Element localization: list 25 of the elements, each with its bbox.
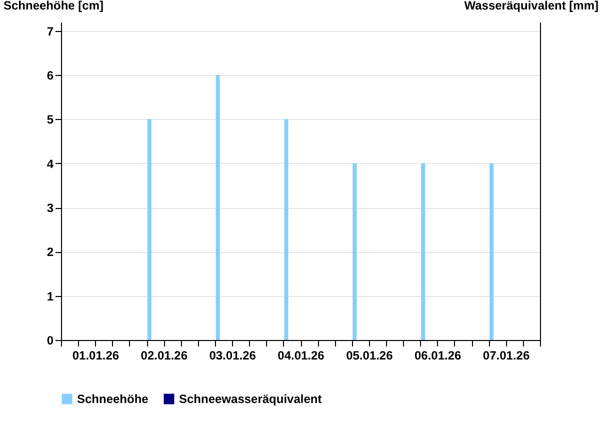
bar (490, 163, 494, 340)
y-tick-label: 0 (46, 334, 54, 348)
y-tick-label: 1 (46, 289, 54, 304)
y-tick-label: 4 (46, 156, 54, 171)
y-tick-label: 7 (46, 24, 54, 38)
x-tick-label: 06.01.26 (414, 348, 462, 362)
x-tick-label: 05.01.26 (346, 348, 394, 362)
x-tick-label: 04.01.26 (278, 348, 325, 362)
legend-label: Schneehöhe (77, 392, 149, 406)
x-tick-label: 02.01.26 (140, 348, 188, 362)
bar (284, 119, 288, 340)
x-tick-label: 01.01.26 (72, 348, 120, 362)
legend-label: Schneewasseräquivalent (179, 392, 322, 406)
bar (147, 119, 152, 340)
y-axis-title: Schneehöhe [cm] (4, 0, 104, 12)
x-tick-label: 03.01.26 (209, 348, 256, 362)
bar (216, 75, 220, 340)
y2-axis-title: Wasseräquivalent [mm] (464, 0, 598, 12)
x-tick-label: 07.01.26 (482, 348, 530, 362)
y-tick-label: 2 (46, 245, 54, 260)
bar (352, 163, 357, 340)
y-tick-label: 3 (46, 201, 54, 215)
y-tick-label: 6 (46, 68, 54, 82)
bar (421, 163, 426, 340)
y-tick-label: 5 (46, 112, 54, 127)
